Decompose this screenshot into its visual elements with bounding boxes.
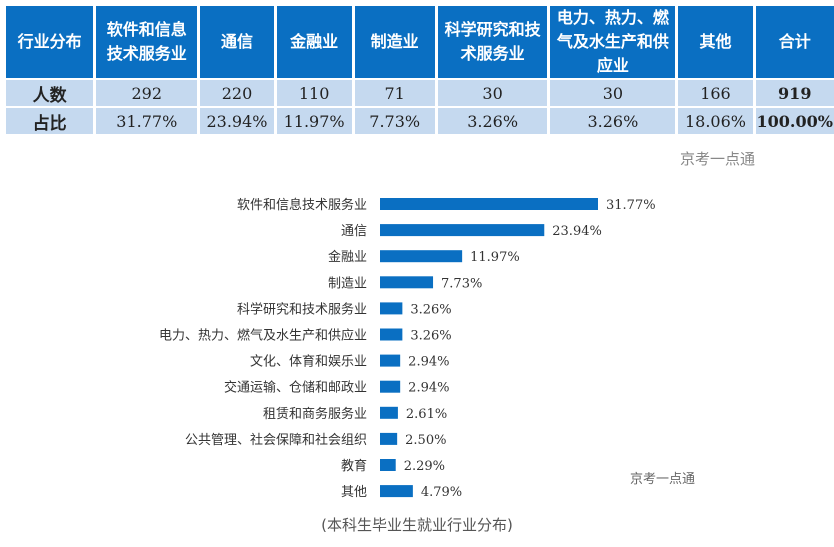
value-label: 3.26% — [410, 329, 451, 344]
bar — [380, 302, 403, 315]
header-cell: 软件和信息技术服务业 — [96, 6, 198, 78]
category-label: 通信 — [341, 224, 367, 239]
header-cell: 其他 — [678, 6, 753, 78]
header-cell: 科学研究和技术服务业 — [437, 6, 548, 78]
category-label: 软件和信息技术服务业 — [237, 197, 367, 213]
row-label: 人数 — [6, 80, 94, 106]
table-header-row: 行业分布 软件和信息技术服务业 通信 金融业 制造业 科学研究和技术服务业 电力、热力、燃气… — [6, 6, 834, 78]
table-cell: 31.77% — [96, 108, 198, 134]
table-cell: 220 — [200, 80, 274, 106]
category-label: 其他 — [341, 485, 367, 500]
table-cell: 166 — [678, 80, 753, 106]
bar — [380, 380, 401, 393]
category-label: 公共管理、社会保障和社会组织 — [185, 432, 367, 448]
table-cell: 11.97% — [276, 108, 352, 134]
bar — [380, 198, 598, 210]
table-cell: 18.06% — [678, 108, 753, 134]
category-label: 制造业 — [328, 276, 367, 291]
table-row: 人数 292 220 110 71 30 30 166 919 — [6, 80, 834, 106]
header-cell: 电力、热力、燃气及水生产和供应业 — [550, 6, 676, 78]
category-label: 科学研究和技术服务业 — [237, 301, 367, 317]
table-cell: 110 — [276, 80, 352, 106]
bar — [380, 328, 403, 341]
value-label: 2.94% — [408, 381, 449, 396]
category-label: 教育 — [341, 458, 367, 474]
bar — [380, 276, 434, 289]
category-label: 交通运输、仓储和邮政业 — [224, 380, 367, 396]
table-cell: 919 — [755, 80, 834, 106]
bar — [380, 224, 545, 237]
header-cell: 行业分布 — [6, 6, 94, 78]
value-label: 2.94% — [408, 355, 449, 370]
table-cell: 292 — [96, 80, 198, 106]
value-label: 11.97% — [470, 250, 520, 265]
value-label: 2.29% — [404, 459, 445, 474]
header-cell: 合计 — [755, 6, 834, 78]
value-label: 23.94% — [552, 224, 602, 239]
table-row: 占比 31.77% 23.94% 11.97% 7.73% 3.26% 3.26% 18.06… — [6, 108, 834, 134]
value-label: 31.77% — [606, 198, 656, 213]
chart-caption: (本科生毕业生就业行业分布) — [321, 516, 513, 534]
bar-chart: 软件和信息技术服务业 31.77% 通信 23.94% 金融业 11.97% 制造业 7.73… — [159, 197, 656, 500]
table-cell: 100.00% — [755, 108, 834, 134]
table-cell: 3.26% — [550, 108, 676, 134]
table-cell: 30 — [550, 80, 676, 106]
value-label: 2.61% — [406, 407, 447, 422]
table-cell: 3.26% — [437, 108, 548, 134]
bar — [380, 432, 398, 445]
category-label: 租赁和商务服务业 — [263, 406, 367, 422]
bar — [380, 485, 413, 498]
industry-table: 行业分布 软件和信息技术服务业 通信 金融业 制造业 科学研究和技术服务业 电力、热力、燃气… — [3, 4, 834, 136]
value-label: 3.26% — [410, 302, 451, 317]
header-cell: 通信 — [200, 6, 274, 78]
row-label: 占比 — [6, 108, 94, 134]
value-label: 2.50% — [405, 433, 446, 448]
category-label: 电力、热力、燃气及水生产和供应业 — [159, 328, 367, 344]
table-cell: 30 — [437, 80, 548, 106]
header-cell: 金融业 — [276, 6, 352, 78]
header-cell: 制造业 — [354, 6, 435, 78]
bar — [380, 354, 401, 367]
category-label: 金融业 — [328, 249, 367, 265]
table-cell: 7.73% — [354, 108, 435, 134]
value-label: 4.79% — [421, 485, 462, 500]
category-label: 文化、体育和娱乐业 — [250, 354, 367, 370]
bar — [380, 459, 396, 471]
watermark: 京考一点通 — [680, 150, 756, 168]
watermark: 京考一点通 — [630, 472, 696, 487]
value-label: 7.73% — [441, 276, 482, 291]
bar — [380, 250, 463, 263]
table-cell: 71 — [354, 80, 435, 106]
table-cell: 23.94% — [200, 108, 274, 134]
bar — [380, 406, 398, 419]
